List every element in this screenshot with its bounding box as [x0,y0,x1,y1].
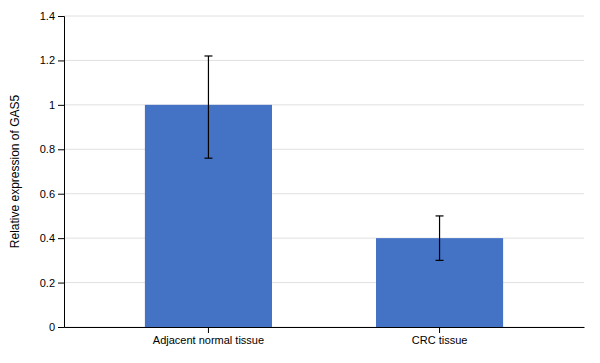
y-tick-mark [58,149,64,150]
grid-line [64,149,584,150]
x-tick: CRC tissue [412,327,468,346]
chart-svg: 0 0.2 0.4 0.6 0.8 1 1.2 1.4 Adjacent normal tiss… [0,0,600,363]
plot: 0 0.2 0.4 0.6 0.8 1 1.2 1.4 Adjacent normal tiss… [40,10,585,346]
y-tick: 1.2 [40,54,64,66]
grid-line [64,327,584,328]
error-bar-cap-upper [436,215,444,216]
y-tick-mark [58,283,64,284]
y-tick-mark [58,105,64,106]
grid-line [64,238,584,239]
y-tick-label: 0.6 [40,188,55,200]
y-tick: 1 [49,99,64,111]
y-tick-label: 1.2 [40,54,55,66]
y-axis-line [58,17,65,328]
error-bar [436,216,444,260]
x-axis: Adjacent normal tissue CRC tissue [65,327,585,346]
grid-line [64,60,584,61]
y-tick-mark [58,327,64,328]
error-bar [204,56,212,158]
x-tick-mark [439,327,440,333]
grid [64,16,584,327]
y-tick-mark [58,60,64,61]
grid-line [64,282,584,283]
chart-container: 0 0.2 0.4 0.6 0.8 1 1.2 1.4 Adjacent normal tiss… [0,0,600,363]
error-bar-cap-lower [204,158,212,159]
x-tick-mark [208,327,209,333]
y-tick: 0 [49,321,64,333]
grid-line [64,193,584,194]
y-axis: 0 0.2 0.4 0.6 0.8 1 1.2 1.4 [40,10,65,333]
error-bar-cap-upper [204,55,212,56]
y-tick-mark [58,194,64,195]
y-tick-label: 1 [49,99,55,111]
error-bar-stem [208,56,209,158]
grid-line [64,16,584,17]
y-tick: 0.8 [40,143,64,155]
y-tick: 0.2 [40,277,64,289]
y-tick-label: 0.4 [40,232,55,244]
y-tick-mark [58,16,64,17]
y-tick-label: 0 [49,321,55,333]
x-tick-label: CRC tissue [412,334,468,346]
y-tick: 1.4 [40,10,64,22]
x-tick: Adjacent normal tissue [153,327,264,346]
y-tick-label: 0.8 [40,143,55,155]
error-bar-cap-lower [436,260,444,261]
y-tick-label: 1.4 [40,10,55,22]
x-axis-line [65,327,585,328]
grid-line [64,104,584,105]
y-tick: 0.4 [40,232,64,244]
y-tick: 0.6 [40,188,64,200]
error-bar-stem [439,216,440,260]
y-tick-label: 0.2 [40,277,55,289]
marks [145,56,503,327]
y-axis-title: Relative expression of GAS5 [8,94,22,248]
y-tick-mark [58,238,64,239]
x-tick-label: Adjacent normal tissue [153,334,264,346]
